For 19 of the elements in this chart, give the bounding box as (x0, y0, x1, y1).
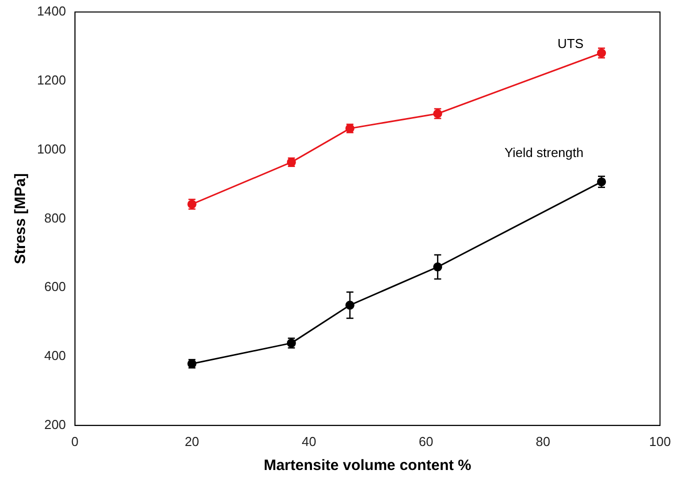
y-tick-label: 1000 (37, 141, 66, 156)
point (433, 262, 442, 272)
y-axis-title: Stress [MPa] (12, 173, 30, 264)
y-tick-label: 1200 (37, 72, 66, 88)
y-tick-label: 600 (44, 279, 66, 294)
y-tick-label: 1400 (37, 4, 66, 19)
x-tick-label: 60 (418, 434, 434, 449)
x-axis-title: Martensite volume content % (264, 457, 472, 474)
series-label: Yield strength (504, 144, 584, 160)
point (345, 300, 354, 310)
y-tick-label: 800 (44, 210, 66, 226)
y-tick-label: 400 (44, 348, 66, 364)
y-tick-label: 200 (44, 416, 66, 432)
series-label: UTS (557, 36, 584, 52)
x-tick-label: 40 (302, 434, 316, 449)
x-tick-label: 20 (184, 434, 200, 449)
x-tick-label: 100 (649, 434, 671, 449)
x-tick-label: 0 (71, 434, 79, 449)
x-tick-label: 80 (536, 434, 550, 449)
